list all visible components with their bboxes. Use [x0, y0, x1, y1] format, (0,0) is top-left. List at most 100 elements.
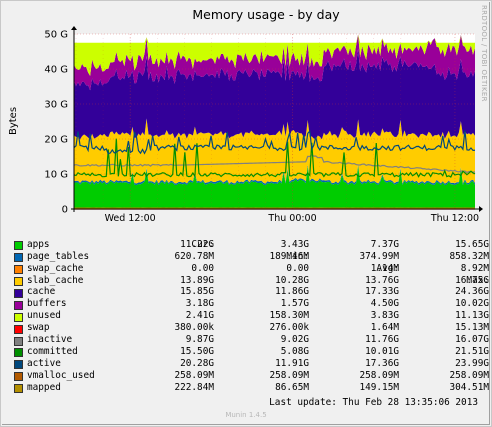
legend-value-max: 858.32M	[449, 250, 489, 262]
legend-value-min: 5.08G	[280, 345, 309, 357]
legend-col-cur: Cur:	[191, 238, 214, 250]
y-tick-label: 50 G	[44, 30, 68, 41]
legend-row: swap_cache 0.00 0.00 1.14M 8.92M	[14, 262, 489, 275]
legend-value-avg: 258.09M	[359, 369, 399, 381]
rrdtool-credit: RRDTOOL / TOBI OETIKER	[480, 5, 488, 102]
area-apps	[74, 166, 475, 209]
legend-series-name: inactive	[27, 334, 73, 346]
legend-row: cache 15.85G 11.86G 17.33G 24.36G	[14, 286, 489, 298]
legend-value-max: 21.51G	[455, 345, 489, 357]
x-tick-label: Wed 12:00	[105, 213, 156, 224]
legend-value-avg: 374.99M	[359, 250, 399, 262]
grid-lines: 0 10 G 20 G 30 G 40 G 50 G Wed 12:00 Thu 00:00 T…	[44, 30, 479, 225]
legend-header: Cur: Min: Avg: Max:	[14, 227, 489, 286]
legend-rows: apps 11.22G 3.43G 7.37G 15.65G page_tables 620…	[14, 238, 489, 394]
legend-value-avg: 1.64M	[370, 322, 399, 334]
legend-row: slab_cache 13.89G 10.28G 13.76G 16.75G	[14, 274, 489, 287]
legend-swatch	[14, 360, 23, 370]
legend-value-cur: 11.22G	[180, 238, 214, 250]
legend-value-cur: 3.18G	[185, 298, 214, 310]
legend-value-min: 276.00k	[269, 322, 309, 334]
legend-row: inactive 9.87G 9.02G 11.76G 16.07G	[14, 334, 489, 346]
legend-value-avg: 17.33G	[365, 286, 399, 298]
legend-swatch	[14, 253, 23, 263]
legend-series-name: buffers	[27, 298, 67, 310]
legend-value-cur: 222.84M	[174, 381, 214, 393]
line-active	[73, 129, 476, 155]
last-update: Last update: Thu Feb 28 13:35:06 2013	[269, 397, 478, 408]
y-tick-label: 20 G	[44, 135, 68, 146]
legend-value-min: 158.30M	[269, 310, 309, 322]
legend-swatch	[14, 241, 23, 251]
legend-series-name: active	[27, 357, 61, 369]
legend-row: unused 2.41G 158.30M 3.83G 11.13G	[14, 310, 489, 322]
legend-swatch	[14, 336, 23, 346]
axes	[71, 26, 483, 212]
legend-value-min: 0.00	[286, 262, 309, 274]
line-inactive	[73, 154, 476, 174]
legend-value-max: 15.13M	[455, 322, 489, 334]
legend-value-cur: 0.00	[191, 262, 214, 274]
legend-value-min: 10.28G	[275, 274, 309, 286]
x-tick-label: Thu 00:00	[267, 213, 316, 224]
legend-row: page_tables 620.78M 189.46M 374.99M 858.32M	[14, 250, 489, 263]
y-tick-label: 0	[62, 205, 68, 216]
stacked-areas	[74, 34, 475, 209]
munin-version: Munin 1.4.5	[225, 411, 267, 419]
legend-value-min: 9.02G	[280, 334, 309, 346]
y-axis-arrow	[71, 26, 77, 30]
line-committed	[73, 138, 476, 179]
legend-value-max: 15.65G	[455, 238, 489, 250]
legend-value-min: 3.43G	[280, 238, 309, 250]
area-cache	[74, 48, 475, 140]
x-axis-arrow	[479, 206, 483, 212]
legend-swatch	[14, 324, 23, 334]
legend-row: buffers 3.18G 1.57G 4.50G 10.02G	[14, 298, 489, 310]
legend-series-name: cache	[27, 286, 56, 298]
legend-value-min: 258.09M	[269, 369, 309, 381]
y-axis-label: Bytes	[8, 107, 19, 135]
legend-value-avg: 3.83G	[370, 310, 399, 322]
legend-series-name: mapped	[27, 381, 61, 393]
legend-value-cur: 15.85G	[180, 286, 214, 298]
chart-title: Memory usage - by day	[192, 7, 340, 22]
legend-swatch	[14, 265, 23, 275]
legend-value-avg: 149.15M	[359, 381, 399, 393]
x-tick-label: Thu 12:00	[430, 213, 479, 224]
legend-value-cur: 620.78M	[174, 250, 214, 262]
legend-row: apps 11.22G 3.43G 7.37G 15.65G	[14, 238, 489, 251]
area-unused	[74, 34, 475, 76]
legend-value-min: 1.57G	[280, 298, 309, 310]
legend-value-max: 11.13G	[455, 310, 489, 322]
legend-value-avg: 11.76G	[365, 334, 399, 346]
legend-col-max: Max:	[466, 274, 489, 286]
area-buffers	[74, 34, 475, 91]
legend-swatch	[14, 288, 23, 298]
legend-swatch	[14, 348, 23, 358]
legend-table: Cur: Min: Avg: Max: apps 11.22G 3.43G 7.37G…	[14, 227, 489, 394]
legend-value-cur: 20.28G	[180, 357, 214, 369]
legend-series-name: vmalloc_used	[27, 369, 95, 381]
legend-series-name: slab_cache	[27, 274, 84, 286]
legend-swatch	[14, 384, 23, 394]
legend-row: mapped 222.84M 86.65M 149.15M 304.51M	[14, 381, 489, 394]
legend-value-max: 16.07G	[455, 334, 489, 346]
y-tick-label: 10 G	[44, 170, 68, 181]
legend-row: vmalloc_used 258.09M 258.09M 258.09M 258.09M	[14, 369, 489, 382]
legend-col-avg: Avg:	[376, 262, 399, 274]
legend-swatch	[14, 277, 23, 287]
y-tick-label: 40 G	[44, 65, 68, 76]
legend-row: swap 380.00k 276.00k 1.64M 15.13M	[14, 322, 489, 334]
legend-series-name: swap	[27, 322, 50, 334]
legend-value-avg: 13.76G	[365, 274, 399, 286]
legend-row: committed 15.50G 5.08G 10.01G 21.51G	[14, 345, 489, 358]
legend-value-avg: 17.36G	[365, 357, 399, 369]
legend-value-max: 24.36G	[455, 286, 489, 298]
legend-value-min: 11.91G	[275, 357, 309, 369]
legend-swatch	[14, 312, 23, 322]
legend-value-avg: 10.01G	[365, 345, 399, 357]
legend-value-max: 304.51M	[449, 381, 489, 393]
legend-series-name: committed	[27, 345, 78, 357]
legend-series-name: apps	[27, 238, 50, 250]
